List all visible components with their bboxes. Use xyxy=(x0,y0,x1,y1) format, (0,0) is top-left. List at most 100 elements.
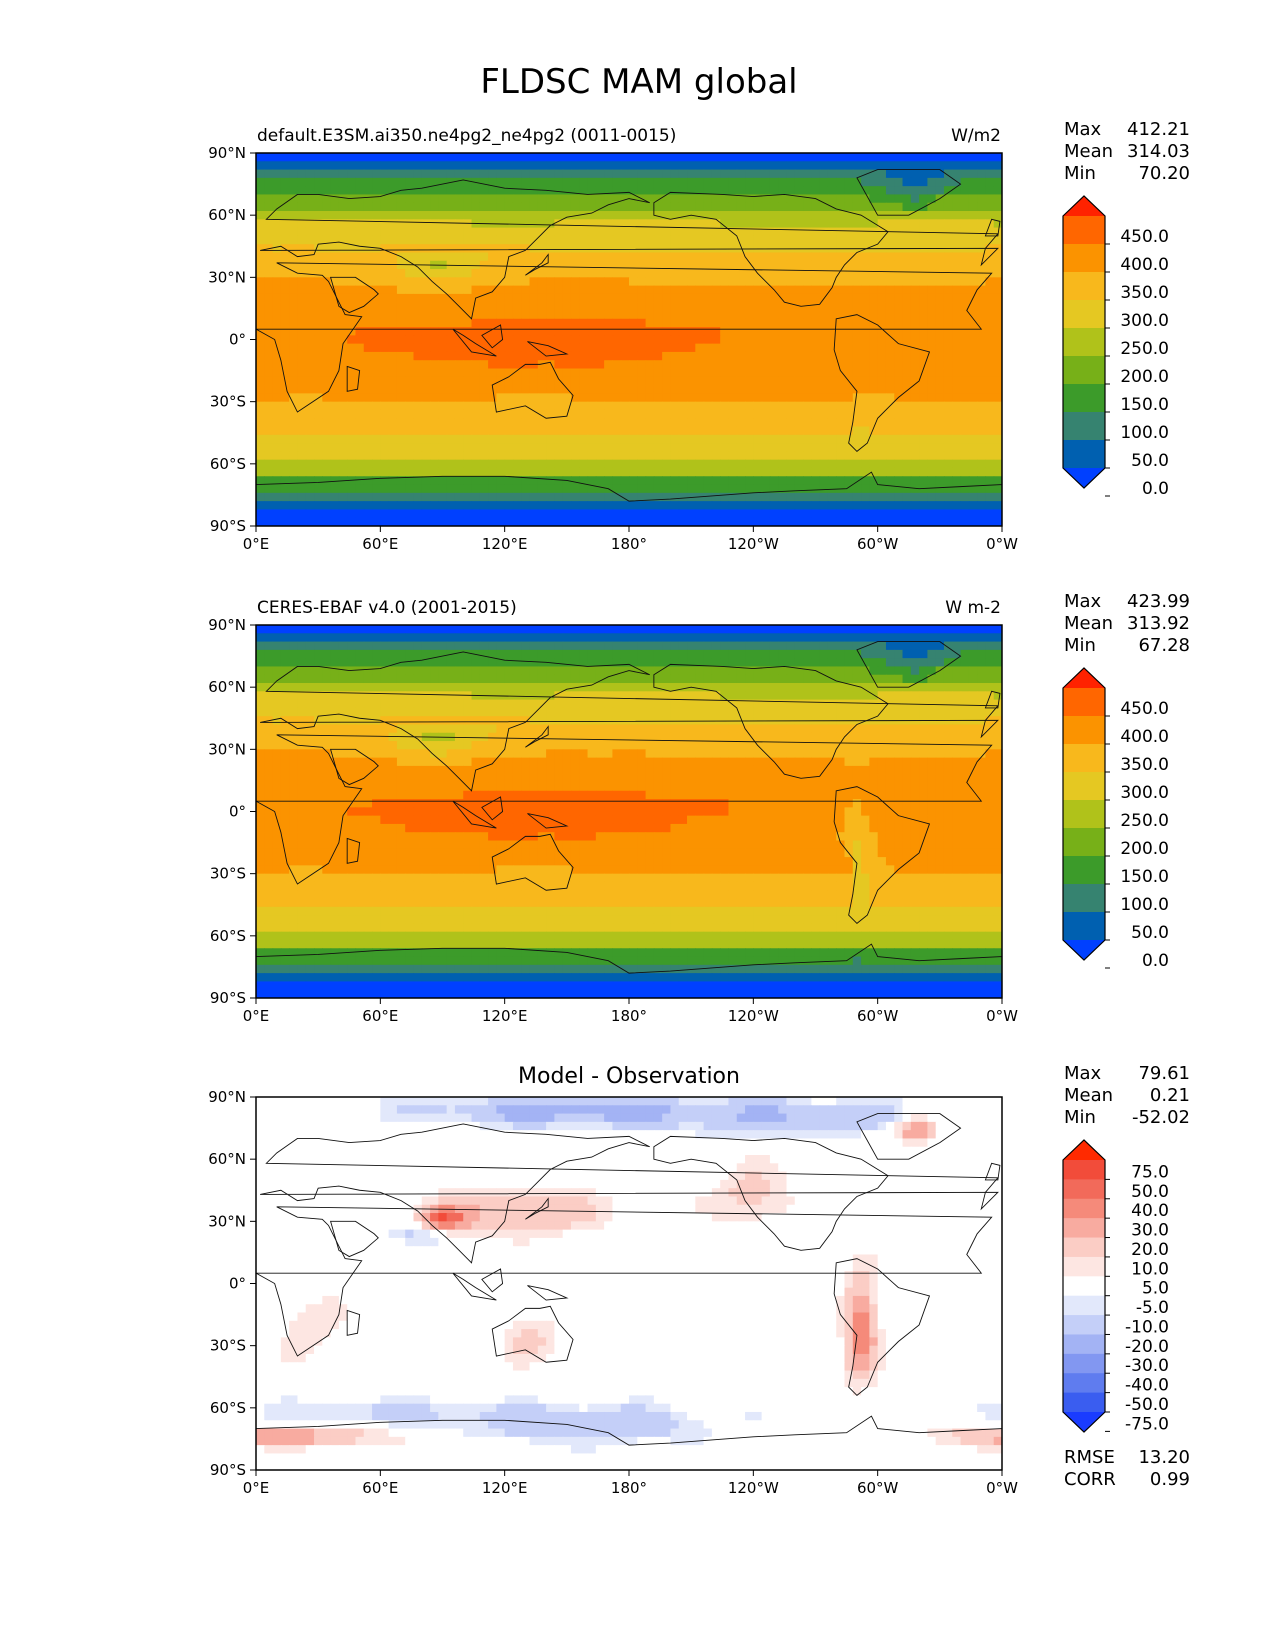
heatmap-cell xyxy=(629,186,638,196)
heatmap-cell xyxy=(256,302,265,312)
heatmap-cell xyxy=(629,409,638,419)
heatmap-cell xyxy=(977,484,987,494)
heatmap-cell xyxy=(786,385,796,394)
heatmap-cell xyxy=(910,509,920,519)
heatmap-cell xyxy=(347,285,357,295)
heatmap-cell xyxy=(952,227,962,237)
heatmap-cell xyxy=(280,269,290,278)
heatmap-cell xyxy=(363,169,373,179)
heatmap-cell xyxy=(662,385,672,394)
heatmap-cell xyxy=(537,252,547,262)
heatmap-cell xyxy=(297,169,307,179)
heatmap-cell xyxy=(778,327,788,336)
heatmap-cell xyxy=(836,153,846,162)
heatmap-cell xyxy=(885,235,895,245)
heatmap-cell xyxy=(430,360,439,370)
heatmap-cell xyxy=(421,418,431,428)
heatmap-cell xyxy=(819,641,829,651)
heatmap-cell xyxy=(338,625,348,634)
heatmap-cell xyxy=(264,484,274,494)
heatmap-cell xyxy=(827,401,837,411)
heatmap-cell xyxy=(968,260,978,270)
heatmap-cell xyxy=(703,393,713,403)
heatmap-cell xyxy=(438,302,448,312)
heatmap-cell xyxy=(728,343,738,353)
heatmap-cell xyxy=(844,277,854,287)
heatmap-cell xyxy=(314,161,323,171)
heatmap-cell xyxy=(454,699,464,709)
heatmap-cell xyxy=(919,426,928,436)
heatmap-cell xyxy=(612,343,622,353)
heatmap-cell xyxy=(280,509,290,519)
heatmap-cell xyxy=(587,194,597,204)
heatmap-cell xyxy=(753,227,763,237)
heatmap-cell xyxy=(968,169,978,179)
heatmap-cell xyxy=(728,169,738,179)
heatmap-cell xyxy=(529,691,539,701)
heatmap-cell xyxy=(720,177,730,187)
heatmap-cell xyxy=(803,211,812,220)
heatmap-cell xyxy=(305,368,315,378)
heatmap-cell xyxy=(703,459,713,469)
heatmap-cell xyxy=(811,310,821,320)
heatmap-cell xyxy=(314,501,323,511)
heatmap-cell xyxy=(711,484,721,494)
heatmap-cell xyxy=(927,409,937,419)
heatmap-cell xyxy=(529,426,539,436)
heatmap-cell xyxy=(761,343,771,353)
heatmap-cell xyxy=(778,335,788,345)
heatmap-cell xyxy=(521,310,531,320)
heatmap-cell xyxy=(471,509,481,519)
heatmap-cell xyxy=(280,310,290,320)
heatmap-cell xyxy=(794,318,804,328)
heatmap-cell xyxy=(736,227,746,237)
heatmap-cell xyxy=(562,649,572,659)
heatmap-cell xyxy=(993,641,1002,651)
heatmap-cell xyxy=(413,476,423,486)
heatmap-cell xyxy=(413,161,423,171)
heatmap-cell xyxy=(587,360,597,370)
heatmap-cell xyxy=(662,244,672,254)
heatmap-cell xyxy=(264,177,274,187)
heatmap-cell xyxy=(819,177,829,187)
heatmap-cell xyxy=(943,492,953,502)
heatmap-cell xyxy=(347,649,357,659)
heatmap-cell xyxy=(836,641,846,651)
heatmap-cell xyxy=(264,467,274,477)
heatmap-cell xyxy=(985,186,995,196)
heatmap-cell xyxy=(778,451,788,461)
heatmap-cell xyxy=(720,674,730,684)
heatmap-cell xyxy=(761,683,771,692)
heatmap-cell xyxy=(803,169,812,179)
heatmap-cell xyxy=(496,194,506,204)
heatmap-cell xyxy=(446,501,456,511)
heatmap-cell xyxy=(952,633,962,643)
heatmap-cell xyxy=(637,484,647,494)
heatmap-cell xyxy=(264,691,274,701)
heatmap-cell xyxy=(347,434,357,444)
heatmap-cell xyxy=(919,285,928,295)
heatmap-cell xyxy=(330,641,340,651)
heatmap-cell xyxy=(943,194,953,204)
heatmap-cell xyxy=(512,244,522,254)
heatmap-cell xyxy=(504,649,514,659)
heatmap-cell xyxy=(438,492,448,502)
heatmap-cell xyxy=(952,625,962,634)
heatmap-cell xyxy=(703,285,713,295)
coastline xyxy=(481,324,504,349)
heatmap-cell xyxy=(778,658,788,668)
heatmap-cell xyxy=(745,691,754,701)
heatmap-cell xyxy=(305,277,315,287)
heatmap-cell xyxy=(662,219,672,229)
heatmap-cell xyxy=(512,161,522,171)
heatmap-cell xyxy=(861,351,870,361)
heatmap-cell xyxy=(919,501,928,511)
heatmap-cell xyxy=(910,385,920,394)
heatmap-cell xyxy=(529,244,539,254)
heatmap-cell xyxy=(645,674,655,684)
heatmap-cell xyxy=(670,293,680,303)
heatmap-cell xyxy=(885,327,895,336)
heatmap-cell xyxy=(579,235,589,245)
heatmap-cell xyxy=(653,302,663,312)
heatmap-cell xyxy=(769,153,779,162)
